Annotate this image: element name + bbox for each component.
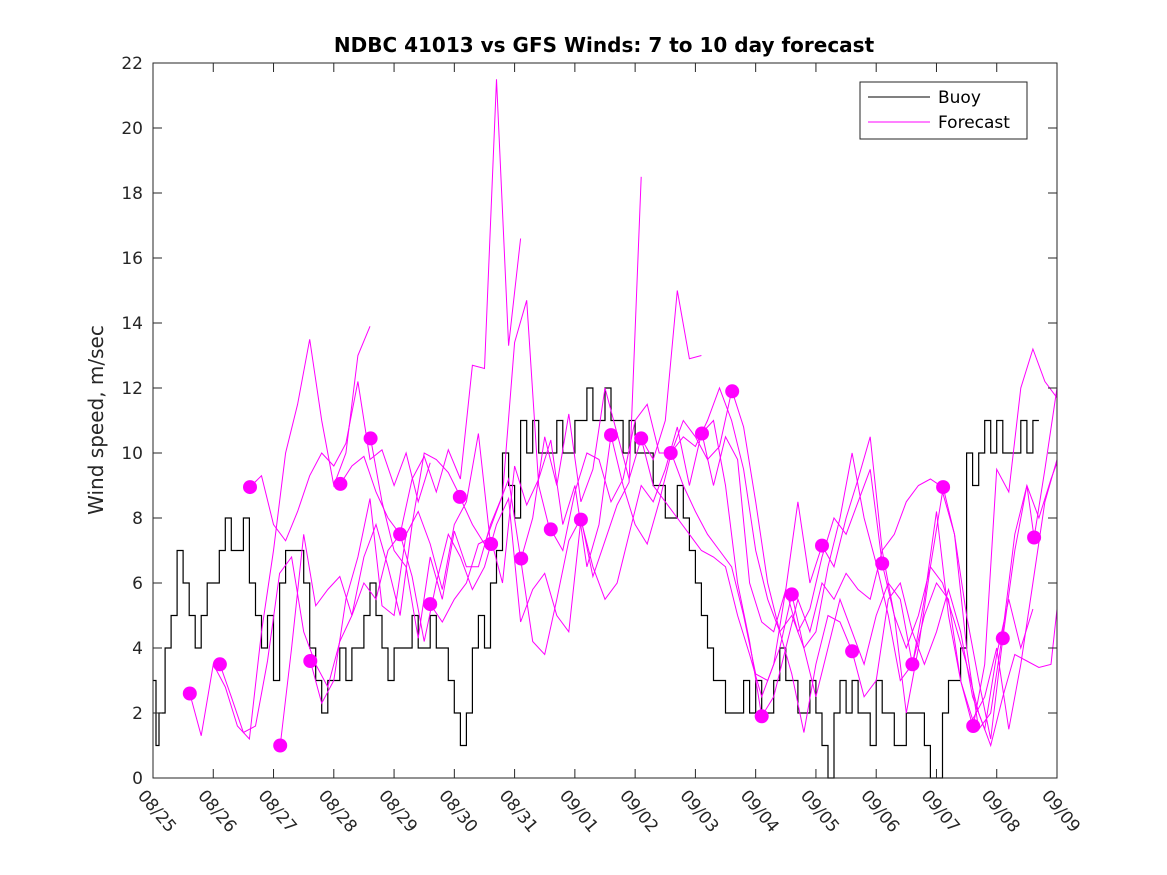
forecast-marker-21 — [784, 587, 799, 602]
forecast-marker-28 — [995, 631, 1010, 646]
forecast-line-11 — [520, 290, 702, 559]
forecast-marker-3 — [243, 480, 257, 495]
forecast-marker-7 — [363, 431, 378, 446]
forecast-marker-24 — [875, 556, 890, 571]
forecast-marker-8 — [393, 527, 408, 542]
forecast-marker-9 — [423, 597, 438, 612]
y-axis-label: Wind speed, m/sec — [84, 325, 108, 515]
forecast-line-14 — [610, 434, 793, 682]
y-tick-label-20: 20 — [121, 119, 143, 139]
forecast-line-7 — [370, 300, 552, 639]
forecast-marker-2 — [212, 657, 227, 672]
forecast-line-3 — [249, 381, 431, 542]
y-tick-label-12: 12 — [121, 379, 143, 399]
forecast-marker-27 — [966, 719, 981, 733]
forecast-marker-22 — [815, 538, 829, 553]
forecast-line-1 — [189, 326, 371, 741]
forecast-line-4 — [279, 452, 461, 746]
legend-box — [859, 81, 1028, 140]
forecast-line-6 — [339, 79, 522, 536]
legend-label-buoy: Buoy — [938, 88, 981, 108]
forecast-line-20 — [791, 511, 974, 727]
legend-label-forecast: Forecast — [938, 113, 1010, 133]
y-tick-label-16: 16 — [121, 249, 143, 269]
y-tick-label-14: 14 — [121, 314, 143, 334]
forecast-marker-12 — [514, 551, 529, 566]
y-tick-label-6: 6 — [132, 574, 143, 594]
buoy-line — [153, 387, 1039, 779]
y-tick-label-8: 8 — [132, 509, 143, 529]
y-tick-label-22: 22 — [121, 54, 143, 74]
chart-title: NDBC 41013 vs GFS Winds: 7 to 10 day for… — [334, 33, 875, 57]
axes-box — [152, 62, 1058, 779]
forecast-line-22 — [851, 581, 1034, 732]
forecast-line-10 — [459, 176, 642, 656]
y-tick-label-18: 18 — [121, 184, 143, 204]
y-tick-label-2: 2 — [132, 704, 143, 724]
forecast-marker-25 — [905, 657, 920, 672]
y-tick-label-10: 10 — [121, 444, 143, 464]
series-layer — [153, 79, 1058, 779]
forecast-line-26 — [972, 347, 1058, 727]
forecast-line-27 — [1002, 387, 1058, 639]
forecast-line-15 — [640, 438, 823, 699]
forecast-marker-17 — [663, 446, 678, 460]
forecast-marker-13 — [543, 522, 558, 537]
legend: Buoy Forecast — [859, 81, 1028, 140]
forecast-marker-6 — [333, 476, 348, 491]
forecast-line-17 — [701, 433, 883, 634]
forecast-marker-14 — [573, 512, 588, 527]
forecast-marker-10 — [452, 489, 467, 504]
forecast-marker-11 — [484, 537, 499, 551]
forecast-marker-29 — [1027, 530, 1042, 545]
forecast-marker-15 — [604, 428, 618, 443]
forecast-line-19 — [761, 478, 943, 717]
forecast-marker-5 — [303, 654, 318, 668]
y-tick-label-0: 0 — [132, 769, 143, 789]
forecast-line-24 — [911, 459, 1058, 730]
forecast-line-5 — [309, 433, 491, 705]
forecast-marker-1 — [182, 686, 197, 701]
forecast-marker-4 — [273, 738, 288, 753]
forecast-marker-23 — [845, 644, 860, 659]
forecast-marker-26 — [936, 480, 951, 495]
forecast-line-18 — [731, 391, 913, 682]
forecast-line-21 — [821, 436, 1004, 740]
forecast-line-12 — [550, 391, 733, 552]
forecast-marker-19 — [725, 384, 740, 399]
forecast-marker-16 — [634, 431, 649, 446]
forecast-marker-18 — [695, 426, 709, 441]
forecast-marker-20 — [754, 709, 769, 724]
forecast-line-2 — [219, 534, 401, 734]
y-tick-label-4: 4 — [132, 639, 143, 659]
